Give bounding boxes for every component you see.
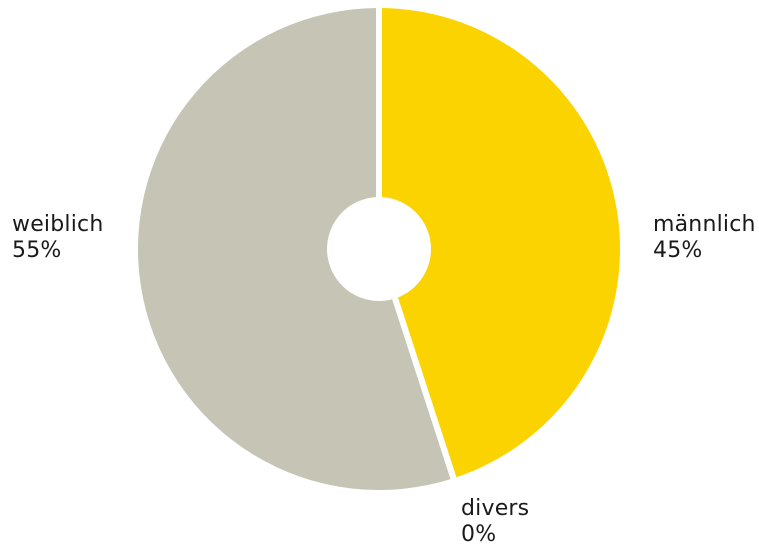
label-divers: divers 0% [461, 496, 529, 548]
label-maennlich: männlich 45% [653, 212, 756, 264]
label-weiblich-value: 55% [12, 238, 62, 263]
label-maennlich-value: 45% [653, 238, 703, 263]
label-divers-name: divers [461, 496, 530, 521]
label-divers-value: 0% [461, 522, 497, 547]
slice-weiblich [138, 8, 454, 490]
slice-separator [392, 297, 457, 482]
label-maennlich-name: männlich [653, 212, 756, 237]
label-weiblich: weiblich 55% [12, 212, 103, 264]
slice-mnnlich [379, 8, 621, 479]
label-weiblich-name: weiblich [12, 212, 104, 237]
